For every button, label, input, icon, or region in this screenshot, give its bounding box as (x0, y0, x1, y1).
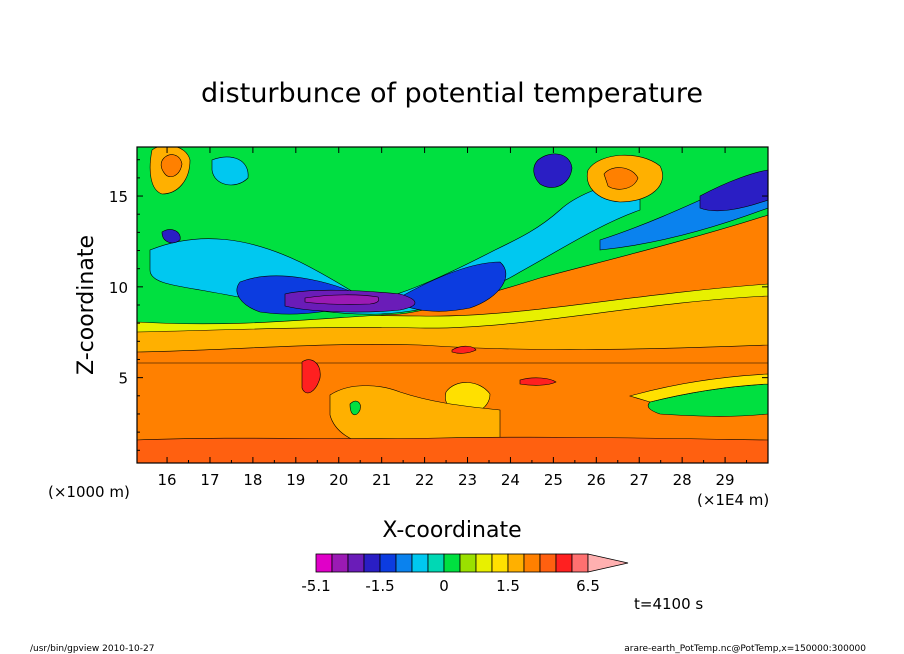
x-tick-label: 20 (329, 471, 348, 489)
x-tick-label: 17 (200, 471, 219, 489)
colorbar-segment (363, 553, 381, 573)
footer-right: arare-earth_PotTemp.nc@PotTemp,x=150000:… (624, 644, 866, 654)
colorbar-segment (523, 553, 541, 573)
colorbar-segment (411, 553, 429, 573)
x-tick-label: 25 (544, 471, 563, 489)
colorbar-segment (491, 553, 509, 573)
contour-navy-right-core (699, 169, 768, 212)
x-tick-label: 23 (458, 471, 477, 489)
x-axis: 16 17 18 19 20 21 22 23 24 25 26 27 28 29 (158, 147, 748, 489)
colorbar-segment (395, 553, 413, 573)
colorbar-segment (571, 553, 589, 573)
colorbar-segment (459, 553, 477, 573)
y-tick-label: 10 (109, 279, 128, 297)
contour-red-lower-band (137, 436, 768, 463)
x-tick-label: 18 (243, 471, 262, 489)
x-tick-label: 28 (673, 471, 692, 489)
colorbar-segment (555, 553, 573, 573)
colorbar-segment (427, 553, 445, 573)
colorbar-tick-label: 6.5 (576, 577, 600, 595)
x-tick-label: 27 (630, 471, 649, 489)
x-tick-label: 29 (716, 471, 735, 489)
x-tick-label: 19 (286, 471, 305, 489)
x-tick-label: 24 (501, 471, 520, 489)
colorbar-segment (507, 553, 525, 573)
colorbar-segment (315, 553, 333, 573)
y-axis: 5 10 15 (109, 159, 768, 451)
colorbar-tick-label: -5.1 (301, 577, 330, 595)
x-tick-label: 22 (415, 471, 434, 489)
chart-title: disturbunce of potential temperature (201, 78, 703, 109)
contour-orange-top-right-core (603, 167, 639, 190)
colorbar-segment (379, 553, 397, 573)
contour-yellow-right-rim (628, 373, 768, 403)
contour-blue-arc-right (394, 261, 507, 312)
colorbar-segment (331, 553, 349, 573)
colorbar-tick-label: -1.5 (365, 577, 394, 595)
time-label: t=4100 s (634, 595, 703, 613)
contour-red-streak-3 (451, 345, 477, 354)
x-tick-label: 26 (587, 471, 606, 489)
colorbar-segment (347, 553, 365, 573)
y-tick-label: 15 (109, 188, 128, 206)
colorbar-tick-label: 1.5 (496, 577, 520, 595)
x-tick-label: 16 (158, 471, 177, 489)
contour-navy-top-blob (533, 153, 573, 188)
contour-orange-top-left-core (160, 154, 183, 177)
x-tick-label: 21 (372, 471, 391, 489)
plot-area (137, 147, 768, 463)
contour-magenta-core (304, 294, 380, 305)
colorbar-segment (475, 553, 493, 573)
contour-red-streak-2 (519, 377, 557, 386)
y-tick-label: 5 (118, 370, 128, 388)
contour-blue-left-dot (161, 229, 181, 244)
y-axis-label: Z-coordinate (74, 235, 99, 375)
contour-red-streak-1 (301, 359, 321, 394)
x-unit-right: (×1E4 m) (697, 491, 769, 509)
x-axis-label: X-coordinate (382, 518, 521, 543)
contour-cyan-mid-blob (211, 156, 249, 186)
colorbar: -5.1 -1.5 0 1.5 6.5 (301, 553, 629, 595)
colorbar-segment (443, 553, 461, 573)
colorbar-segment (539, 553, 557, 573)
x-unit-left: (×1000 m) (48, 483, 130, 501)
colorbar-tick-label: 0 (439, 577, 449, 595)
contour-green-speck (349, 400, 361, 416)
colorbar-extend-arrow (587, 553, 629, 573)
footer-left: /usr/bin/gpview 2010-10-27 (30, 644, 154, 654)
